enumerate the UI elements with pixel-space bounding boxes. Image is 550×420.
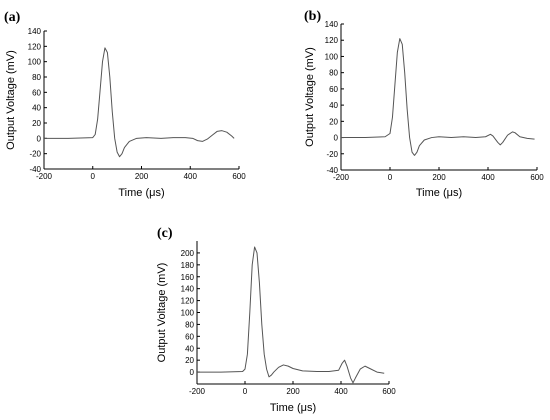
y-tick-label: 60 bbox=[329, 85, 338, 94]
x-tick-label: 0 bbox=[243, 387, 248, 396]
x-tick-label: 400 bbox=[481, 173, 495, 182]
x-tick-label: 200 bbox=[135, 172, 149, 181]
y-tick-label: 100 bbox=[28, 58, 42, 67]
chart-panel-1: (a)-200 0 200 400 600-40-2002040608010012014… bbox=[4, 10, 246, 199]
y-tick-label: 80 bbox=[32, 73, 41, 82]
x-tick-label: 0 bbox=[388, 173, 393, 182]
y-tick-label: 120 bbox=[181, 297, 195, 306]
series-line-1 bbox=[197, 246, 385, 384]
y-tick-label: 120 bbox=[325, 36, 339, 45]
x-tick-label: 200 bbox=[286, 387, 300, 396]
y-axis-title: Output Voltage (mV) bbox=[156, 263, 168, 363]
y-tick-label: 100 bbox=[325, 52, 339, 61]
x-tick-label: 600 bbox=[382, 387, 396, 396]
y-tick-label: 0 bbox=[334, 134, 339, 143]
x-tick-label: -200 bbox=[189, 387, 206, 396]
y-axis-title: Output Voltage (mV) bbox=[5, 50, 17, 150]
y-tick-label: 140 bbox=[28, 27, 42, 36]
y-tick-label: -20 bbox=[326, 150, 338, 159]
y-tick-label: 0 bbox=[37, 134, 42, 143]
x-tick-label: -200 bbox=[36, 172, 53, 181]
y-tick-label: -40 bbox=[326, 166, 338, 175]
x-axis-title: Time (μs) bbox=[270, 402, 316, 414]
y-tick-label: 80 bbox=[185, 320, 194, 329]
y-tick-label: 120 bbox=[28, 42, 42, 51]
series-line-1 bbox=[44, 47, 235, 158]
x-tick-label: 200 bbox=[432, 173, 446, 182]
x-tick-label: 600 bbox=[530, 173, 544, 182]
x-axis-title: Time (μs) bbox=[416, 187, 462, 199]
y-axis-title: Output Voltage (mV) bbox=[304, 47, 316, 147]
panel-label: (a) bbox=[4, 10, 21, 25]
panel-label: (b) bbox=[304, 9, 321, 24]
y-tick-label: 20 bbox=[185, 356, 194, 365]
y-tick-label: 140 bbox=[181, 285, 195, 294]
x-tick-label: 600 bbox=[232, 172, 246, 181]
x-axis-title: Time (μs) bbox=[118, 187, 164, 199]
x-tick-label: -200 bbox=[333, 173, 350, 182]
y-tick-label: 160 bbox=[181, 273, 195, 282]
panel-label: (c) bbox=[157, 226, 173, 241]
y-tick-label: 40 bbox=[329, 101, 338, 110]
y-tick-label: -40 bbox=[29, 165, 41, 174]
x-tick-label: 0 bbox=[91, 172, 96, 181]
x-tick-label: 400 bbox=[334, 387, 348, 396]
y-tick-label: 60 bbox=[185, 332, 194, 341]
chart-panel-3: (c) -200 0 200 400 600 0 20 40 60 80 100 120 140 160 18… bbox=[156, 226, 396, 414]
y-tick-label: 20 bbox=[32, 119, 41, 128]
y-tick-label: -20 bbox=[29, 150, 41, 159]
y-tick-label: 140 bbox=[325, 20, 339, 29]
y-tick-label: 100 bbox=[181, 309, 195, 318]
y-tick-label: 200 bbox=[181, 249, 195, 258]
y-tick-label: 80 bbox=[329, 69, 338, 78]
x-tick-label: 400 bbox=[184, 172, 198, 181]
y-tick-label: 20 bbox=[329, 117, 338, 126]
y-tick-label: 180 bbox=[181, 261, 195, 270]
y-tick-label: 40 bbox=[185, 344, 194, 353]
chart-panel-2: (b)-200 0 200 400 600-40-2002040608010012014… bbox=[304, 9, 544, 199]
y-tick-label: 40 bbox=[32, 104, 41, 113]
y-tick-label: 60 bbox=[32, 88, 41, 97]
series-line-1 bbox=[341, 38, 535, 156]
y-tick-label: 0 bbox=[190, 368, 195, 377]
